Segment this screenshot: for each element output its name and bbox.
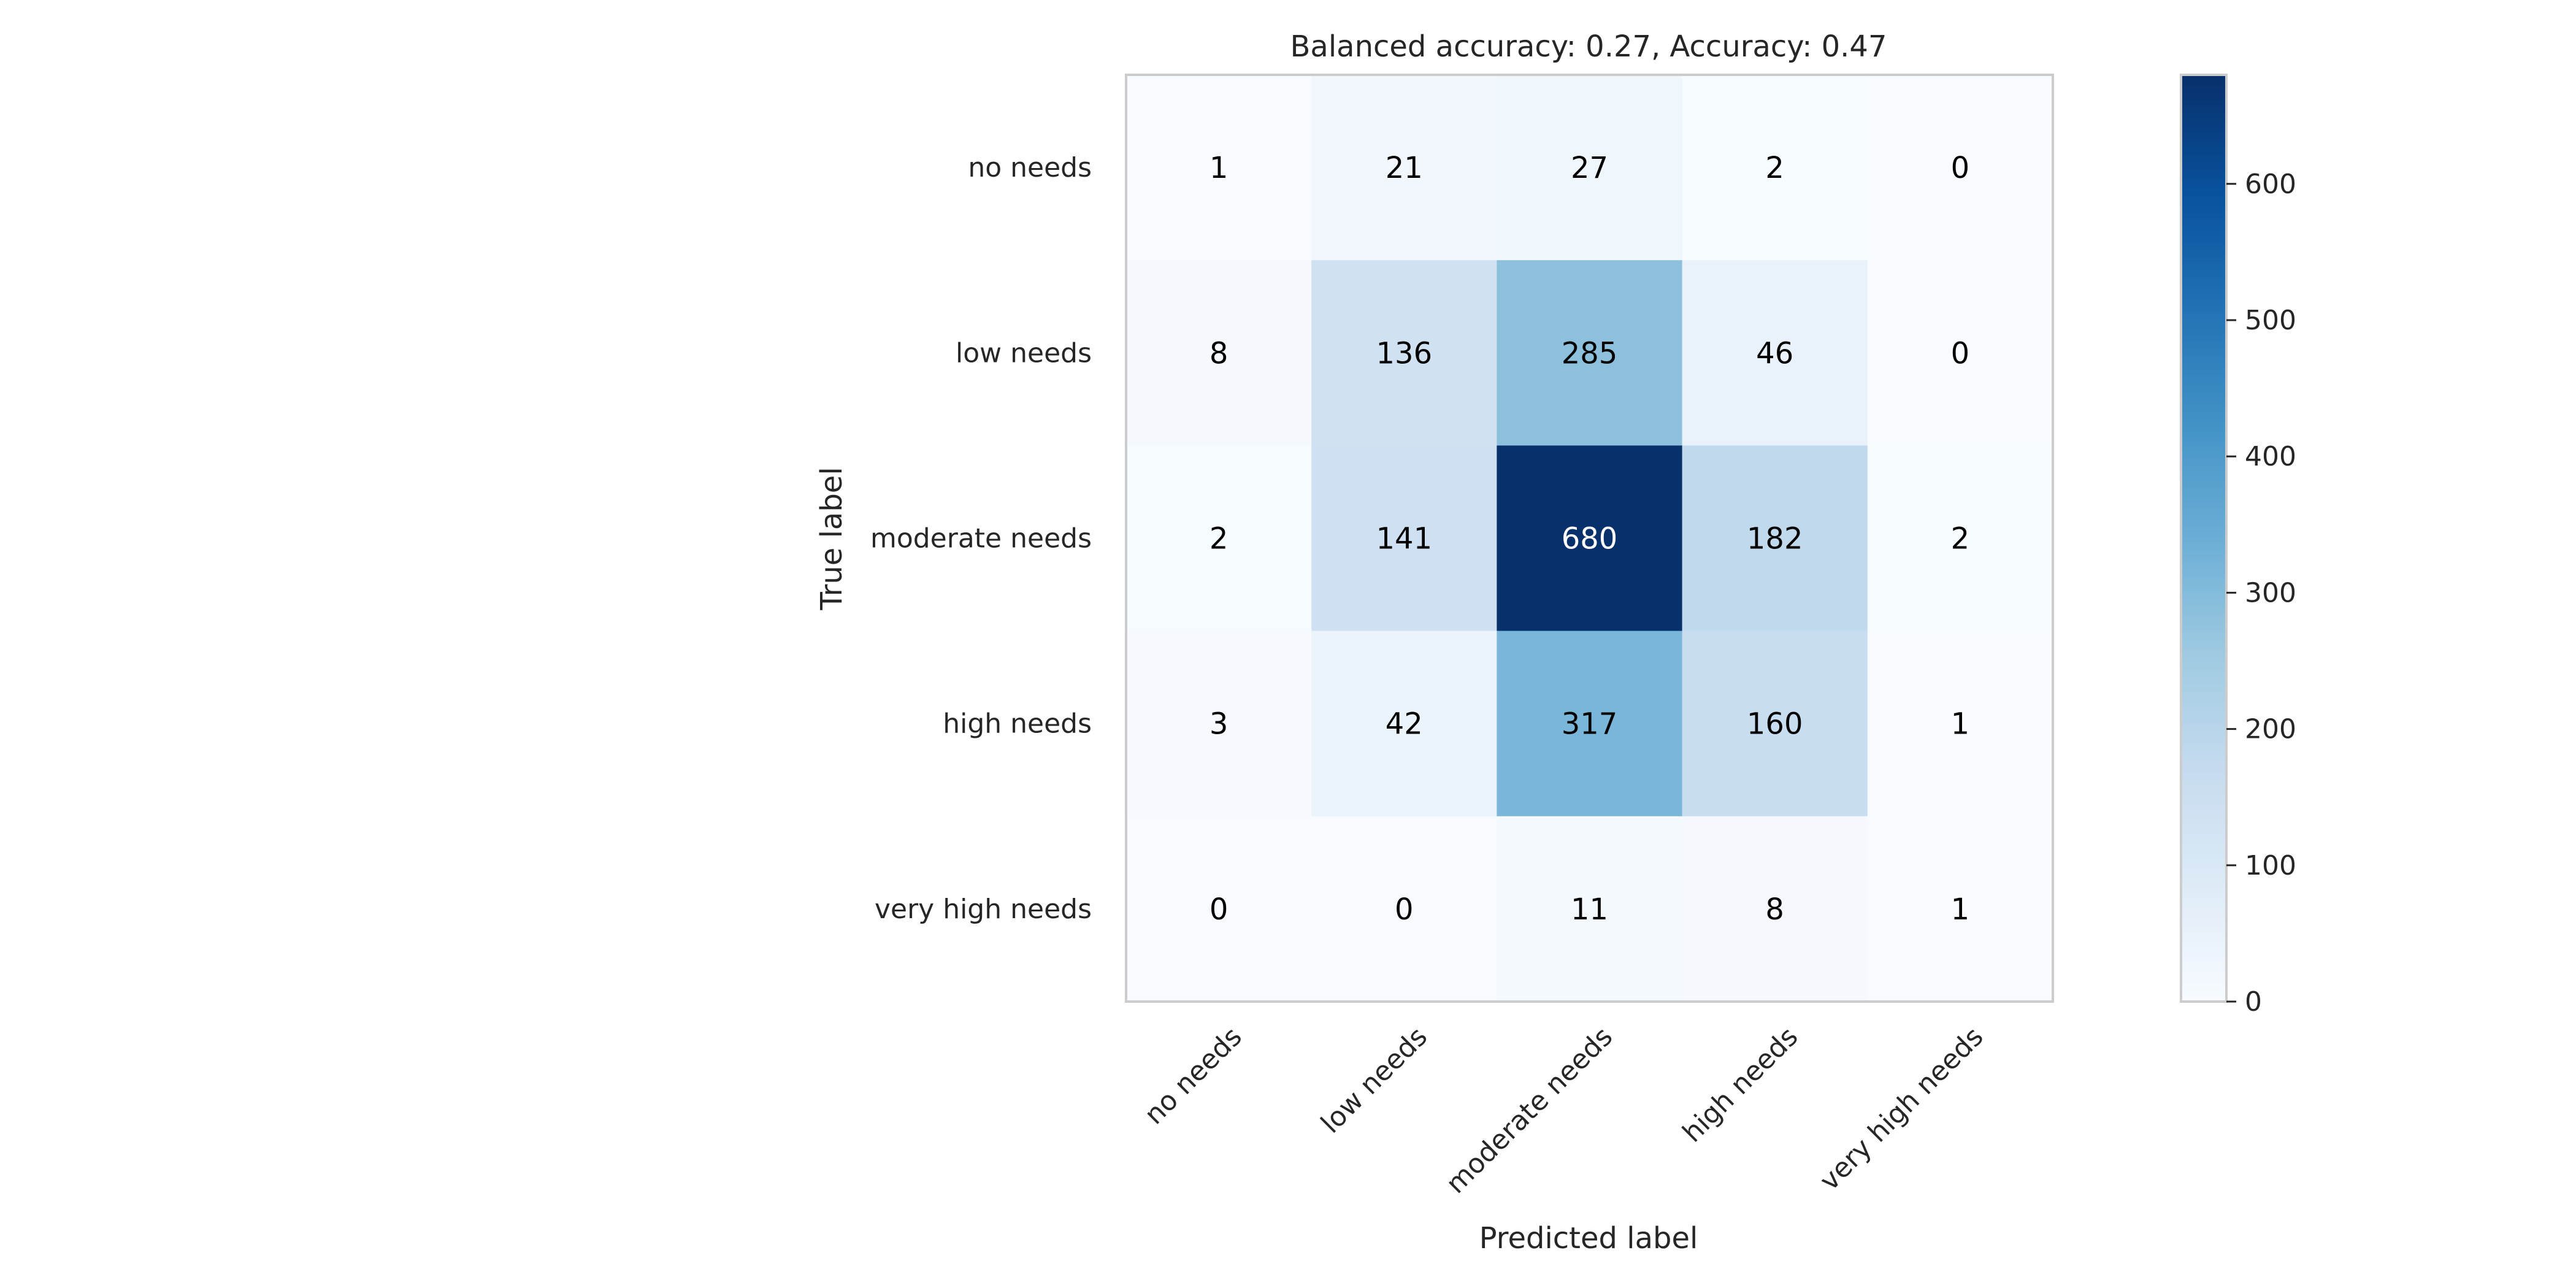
y-tick-labels: no needs low needs moderate needs high need… (870, 152, 1092, 925)
cell-value-label: 27 (1571, 151, 1608, 185)
y-axis-label: True label (815, 467, 849, 610)
heatmap-cell (1126, 631, 1312, 817)
heatmap-cells: 1 21 27 2 0 8 136 285 46 0 2 141 680 182 2 3 42 317 160 1 0 0… (1126, 75, 2053, 1002)
heatmap-cell (1497, 260, 1683, 446)
plot-frame (1125, 74, 2054, 1003)
cell-value-label: 3 (1209, 707, 1229, 742)
heatmap-cell (1682, 75, 1868, 261)
heatmap-cell (1497, 75, 1683, 261)
heatmap-cell (1867, 631, 2053, 817)
x-tick-label: high needs (1677, 1021, 1804, 1149)
y-tick-label: high needs (943, 708, 1092, 740)
cell-value-label: 11 (1571, 892, 1608, 927)
x-tick-label: no needs (1138, 1021, 1248, 1131)
cell-value-label: 0 (1395, 892, 1414, 927)
heatmap-cell (1497, 816, 1683, 1002)
colorbar-tick-label: 300 (2245, 577, 2296, 608)
x-axis-label: Predicted label (1479, 1221, 1698, 1255)
heatmap-cell (1867, 260, 2053, 446)
heatmap-cell (1126, 445, 1312, 632)
colorbar-tick-label: 100 (2245, 850, 2296, 881)
heatmap-cell (1682, 631, 1868, 817)
heatmap-cell (1126, 75, 1312, 261)
heatmap-cell (1311, 260, 1497, 446)
cell-value-label: 136 (1376, 336, 1432, 370)
colorbar-tick-label: 400 (2245, 441, 2296, 472)
cell-value-label: 0 (1209, 892, 1229, 927)
cell-value-label: 1 (1209, 151, 1229, 185)
x-tick-labels: no needs low needs moderate needs high need… (1138, 1021, 1989, 1200)
heatmap-cell (1311, 75, 1497, 261)
cell-value-label: 2 (1951, 522, 1970, 556)
y-tick-label: no needs (968, 152, 1092, 183)
colorbar-tick-label: 0 (2245, 986, 2262, 1018)
cell-value-label: 42 (1386, 707, 1423, 742)
cell-value-label: 182 (1747, 522, 1803, 556)
colorbar-tick-label: 200 (2245, 714, 2296, 745)
heatmap-cell (1126, 816, 1312, 1002)
heatmap-cell (1867, 75, 2053, 261)
cell-value-label: 141 (1376, 522, 1432, 556)
heatmap-cell (1682, 816, 1868, 1002)
x-tick-label: moderate needs (1440, 1021, 1619, 1200)
heatmap-cell (1867, 816, 2053, 1002)
heatmap-cell (1867, 445, 2053, 632)
cell-value-label: 2 (1209, 522, 1229, 556)
chart-title: Balanced accuracy: 0.27, Accuracy: 0.47 (1290, 29, 1887, 64)
cell-value-label: 0 (1951, 151, 1970, 185)
heatmap-cell (1497, 445, 1683, 632)
colorbar (2180, 74, 2228, 1003)
cell-value-label: 680 (1562, 522, 1618, 556)
cell-value-label: 1 (1951, 892, 1970, 927)
y-tick-label: low needs (956, 337, 1092, 369)
heatmap-cell (1311, 631, 1497, 817)
cell-value-label: 285 (1562, 336, 1618, 370)
y-tick-label: very high needs (875, 894, 1092, 925)
heatmap-cell (1682, 260, 1868, 446)
cell-value-label: 317 (1562, 707, 1618, 742)
x-tick-label: very high needs (1814, 1021, 1989, 1197)
heatmap-cell (1497, 631, 1683, 817)
cell-value-label: 0 (1951, 336, 1970, 370)
cell-value-label: 8 (1765, 892, 1784, 927)
cell-value-label: 160 (1747, 707, 1803, 742)
heatmap-cell (1311, 445, 1497, 632)
cell-value-label: 8 (1209, 336, 1229, 370)
cell-value-label: 21 (1386, 151, 1423, 185)
cell-value-label: 2 (1765, 151, 1784, 185)
colorbar-ticks: 0 100 200 300 400 500 600 (2226, 169, 2296, 1018)
colorbar-tick-label: 500 (2245, 305, 2296, 336)
x-tick-label: low needs (1315, 1021, 1433, 1140)
heatmap-cell (1682, 445, 1868, 632)
cell-value-label: 1 (1951, 707, 1970, 742)
heatmap-cell (1311, 816, 1497, 1002)
heatmap-cell (1126, 260, 1312, 446)
cell-value-label: 46 (1756, 336, 1793, 370)
y-tick-label: moderate needs (870, 523, 1092, 554)
colorbar-tick-label: 600 (2245, 169, 2296, 200)
